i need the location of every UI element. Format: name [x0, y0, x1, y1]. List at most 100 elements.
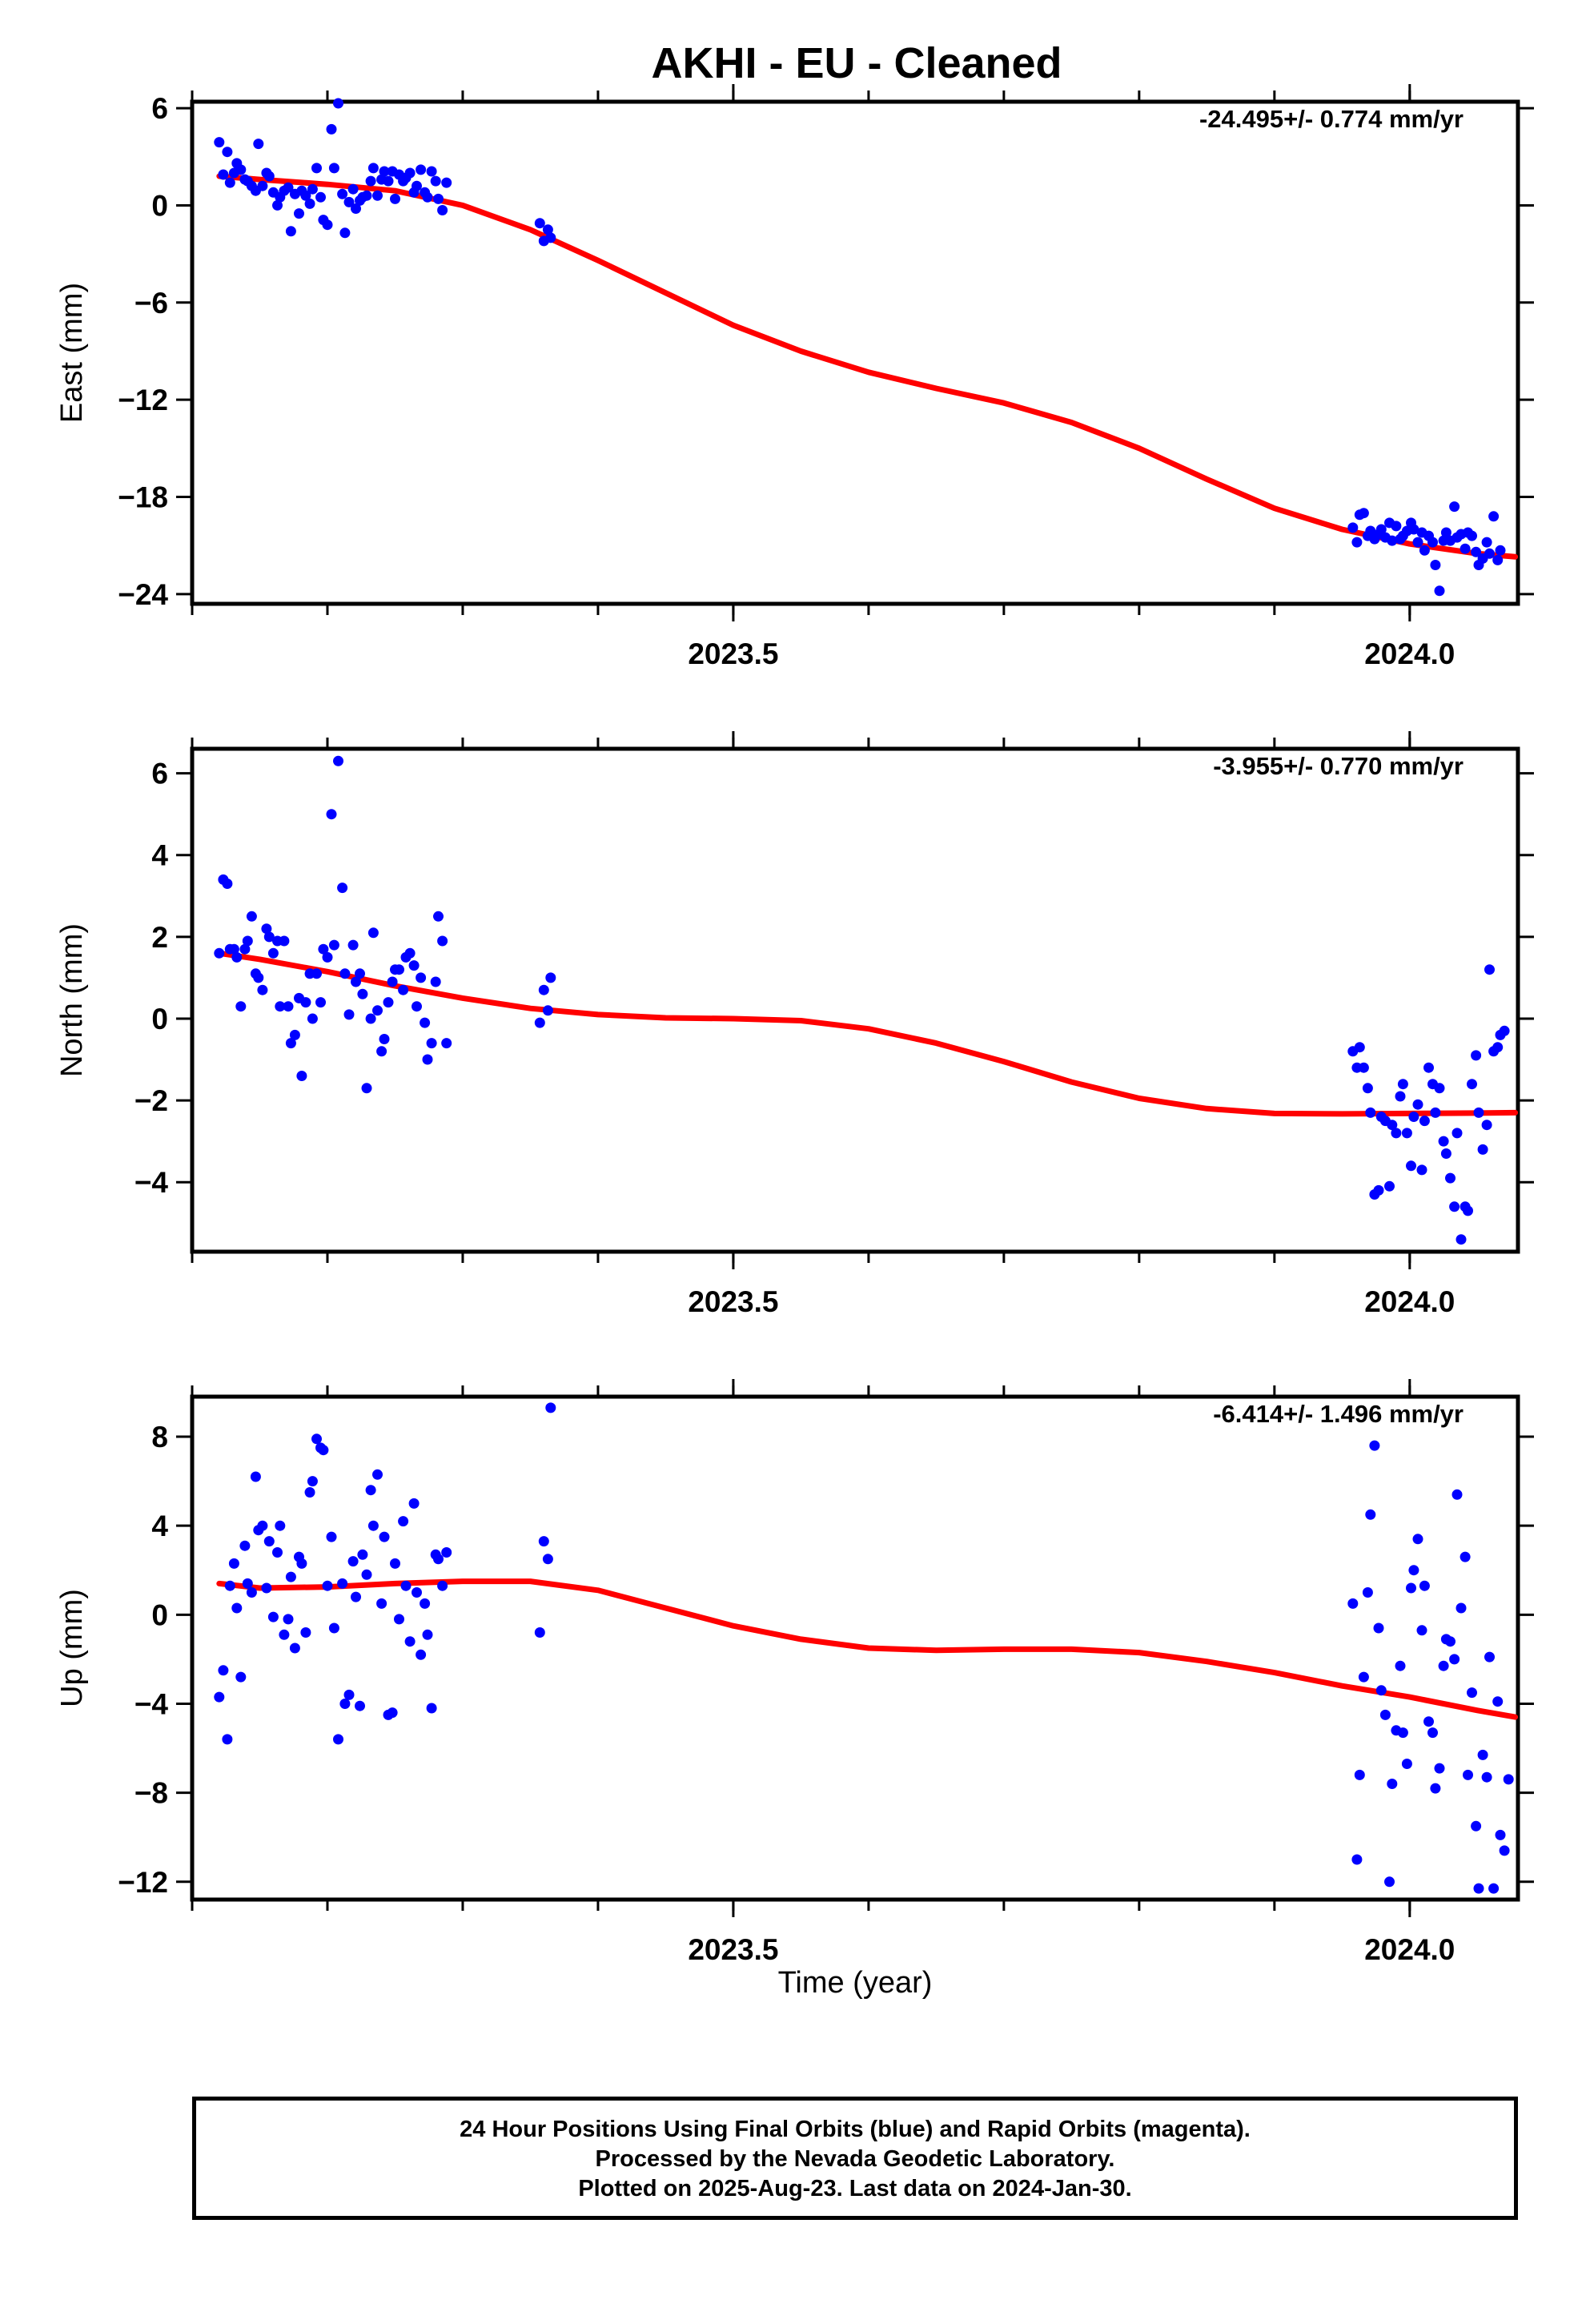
- x-tick-label: 2024.0: [1364, 637, 1455, 670]
- data-point: [390, 1558, 400, 1569]
- data-point: [1471, 546, 1482, 557]
- data-point: [267, 947, 279, 959]
- data-point: [416, 1649, 427, 1660]
- data-point: [1391, 521, 1402, 532]
- data-point: [311, 1433, 322, 1445]
- data-point: [339, 968, 351, 979]
- data-point: [328, 1622, 339, 1634]
- data-point: [307, 1013, 318, 1024]
- data-point: [357, 988, 368, 999]
- data-point: [339, 1699, 351, 1709]
- data-point: [398, 1516, 409, 1527]
- data-point: [404, 947, 416, 959]
- data-point: [257, 984, 268, 995]
- data-point: [315, 191, 326, 203]
- data-point: [1395, 1091, 1406, 1102]
- data-point: [279, 935, 290, 947]
- data-point: [1438, 1660, 1449, 1671]
- y-tick-label: −4: [135, 1166, 169, 1199]
- data-point: [1477, 1749, 1488, 1760]
- data-point: [355, 1700, 365, 1711]
- data-point: [1434, 1083, 1445, 1094]
- footer-caption-box: 24 Hour Positions Using Final Orbits (bl…: [192, 2097, 1518, 2220]
- data-point: [1358, 1062, 1369, 1073]
- data-point: [1397, 1727, 1408, 1739]
- fit-curve: [216, 173, 1519, 560]
- data-point: [1430, 1783, 1441, 1794]
- data-point: [318, 943, 329, 955]
- data-point: [398, 984, 409, 995]
- footer-line-1: 24 Hour Positions Using Final Orbits (bl…: [460, 2117, 1251, 2142]
- data-point: [1365, 1107, 1376, 1118]
- data-point: [1488, 511, 1500, 522]
- data-point: [1379, 1709, 1391, 1720]
- data-point: [300, 1627, 311, 1638]
- data-point: [1365, 525, 1376, 537]
- data-point: [1401, 1128, 1412, 1139]
- data-point: [343, 196, 355, 207]
- data-point: [379, 1531, 390, 1542]
- data-point: [433, 911, 444, 922]
- data-point: [1395, 1660, 1406, 1671]
- data-point: [433, 1554, 444, 1565]
- data-point: [433, 193, 444, 204]
- data-point: [404, 167, 416, 179]
- data-point: [235, 164, 247, 175]
- data-point: [542, 224, 553, 235]
- data-point: [1473, 1107, 1484, 1118]
- data-point: [545, 1402, 556, 1413]
- data-point: [228, 1558, 239, 1569]
- data-point: [1347, 1598, 1359, 1609]
- data-point: [1427, 1727, 1438, 1739]
- data-point: [441, 1547, 452, 1558]
- data-point: [337, 883, 348, 894]
- data-point: [1406, 1582, 1416, 1594]
- data-point: [1473, 1883, 1484, 1894]
- data-point: [253, 972, 264, 983]
- data-point: [1460, 1551, 1471, 1562]
- data-point: [239, 943, 251, 955]
- data-point: [1354, 1769, 1365, 1780]
- data-point: [351, 203, 361, 214]
- data-point: [422, 1629, 433, 1640]
- x-tick-label: 2024.0: [1364, 1285, 1455, 1318]
- data-point: [1484, 964, 1495, 975]
- footer-line-3: Plotted on 2025-Aug-23. Last data on 202…: [578, 2176, 1132, 2201]
- x-tick-label: 2024.0: [1364, 1933, 1455, 1966]
- data-point: [1362, 1587, 1373, 1598]
- data-point: [1499, 1025, 1510, 1036]
- y-tick-label: 4: [151, 1510, 168, 1542]
- y-axis-label: Up (mm): [55, 1589, 89, 1707]
- data-point: [383, 175, 394, 187]
- data-point: [1358, 508, 1369, 519]
- data-point: [426, 166, 437, 177]
- data-point: [231, 1602, 243, 1614]
- data-point: [1412, 1534, 1423, 1545]
- data-point: [1492, 554, 1504, 565]
- data-point: [1463, 1205, 1473, 1216]
- x-tick-label: 2023.5: [688, 1285, 778, 1318]
- y-tick-label: −4: [135, 1687, 169, 1720]
- fit-curve: [216, 1578, 1519, 1720]
- data-point: [328, 939, 339, 951]
- data-point: [294, 208, 304, 219]
- data-point: [534, 218, 545, 229]
- data-point: [1460, 543, 1471, 554]
- data-point: [437, 1580, 448, 1591]
- rate-annotation: -6.414+/- 1.496 mm/yr: [1213, 1400, 1464, 1428]
- data-point: [1438, 1136, 1449, 1147]
- data-point: [257, 180, 268, 191]
- data-point: [337, 1578, 348, 1589]
- x-tick-label: 2023.5: [688, 1933, 778, 1966]
- y-tick-label: −2: [135, 1084, 168, 1117]
- data-point: [263, 931, 275, 943]
- data-point: [351, 1591, 361, 1602]
- data-point: [347, 183, 359, 195]
- data-point: [387, 976, 398, 987]
- data-point: [1351, 1854, 1363, 1865]
- data-point: [239, 1540, 251, 1551]
- data-point: [275, 1001, 286, 1012]
- data-point: [1445, 1636, 1456, 1647]
- data-point: [365, 175, 376, 187]
